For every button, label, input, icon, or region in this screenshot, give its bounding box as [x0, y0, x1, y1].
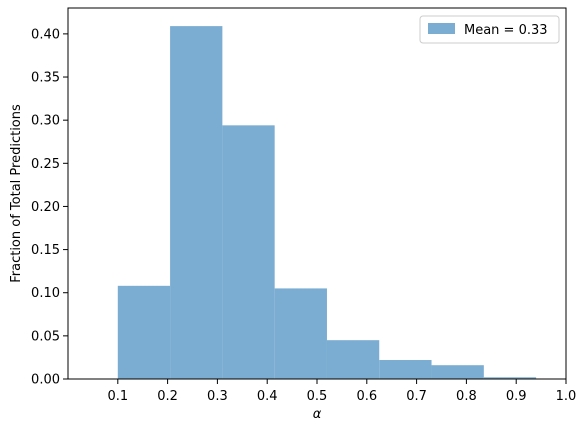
- x-tick-label: 0.5: [307, 389, 328, 404]
- y-tick-label: 0.00: [31, 373, 60, 388]
- x-tick-label: 0.6: [356, 389, 377, 404]
- y-tick-label: 0.30: [31, 114, 60, 129]
- histogram-bar-1: [118, 286, 170, 379]
- y-tick-label: 0.20: [31, 200, 60, 215]
- y-tick-label: 0.05: [31, 329, 60, 344]
- x-tick-label: 0.3: [207, 389, 228, 404]
- histogram-bar-4: [275, 288, 327, 379]
- histogram-bar-2: [170, 26, 222, 379]
- x-tick-label: 0.8: [456, 389, 477, 404]
- y-tick-label: 0.35: [31, 71, 60, 86]
- y-tick-label: 0.25: [31, 157, 60, 172]
- x-tick-label: 0.9: [506, 389, 527, 404]
- y-tick-label: 0.15: [31, 243, 60, 258]
- y-axis-ticks: 0.00 0.05 0.10 0.15 0.20 0.25 0.30 0.35 0.40: [31, 27, 68, 387]
- histogram-bar-7: [432, 365, 484, 379]
- x-tick-label: 1.0: [556, 389, 577, 404]
- legend-swatch: [428, 23, 455, 34]
- x-tick-label: 0.4: [257, 389, 278, 404]
- x-tick-label: 0.1: [107, 389, 128, 404]
- x-tick-label: 0.7: [406, 389, 427, 404]
- histogram-bars: [118, 26, 536, 379]
- histogram-bar-3: [222, 125, 274, 379]
- legend-label: Mean = 0.33: [464, 23, 548, 38]
- y-axis-label: Fraction of Total Predictions: [9, 104, 24, 283]
- histogram-bar-6: [379, 360, 431, 379]
- x-axis-ticks: 0.1 0.2 0.3 0.4 0.5 0.6 0.7 0.8 0.9 1.0: [107, 379, 576, 404]
- x-axis-label: α: [313, 407, 322, 422]
- y-tick-label: 0.40: [31, 27, 60, 42]
- y-tick-label: 0.10: [31, 286, 60, 301]
- histogram-bar-5: [327, 340, 379, 379]
- legend: Mean = 0.33: [420, 16, 559, 43]
- x-tick-label: 0.2: [157, 389, 178, 404]
